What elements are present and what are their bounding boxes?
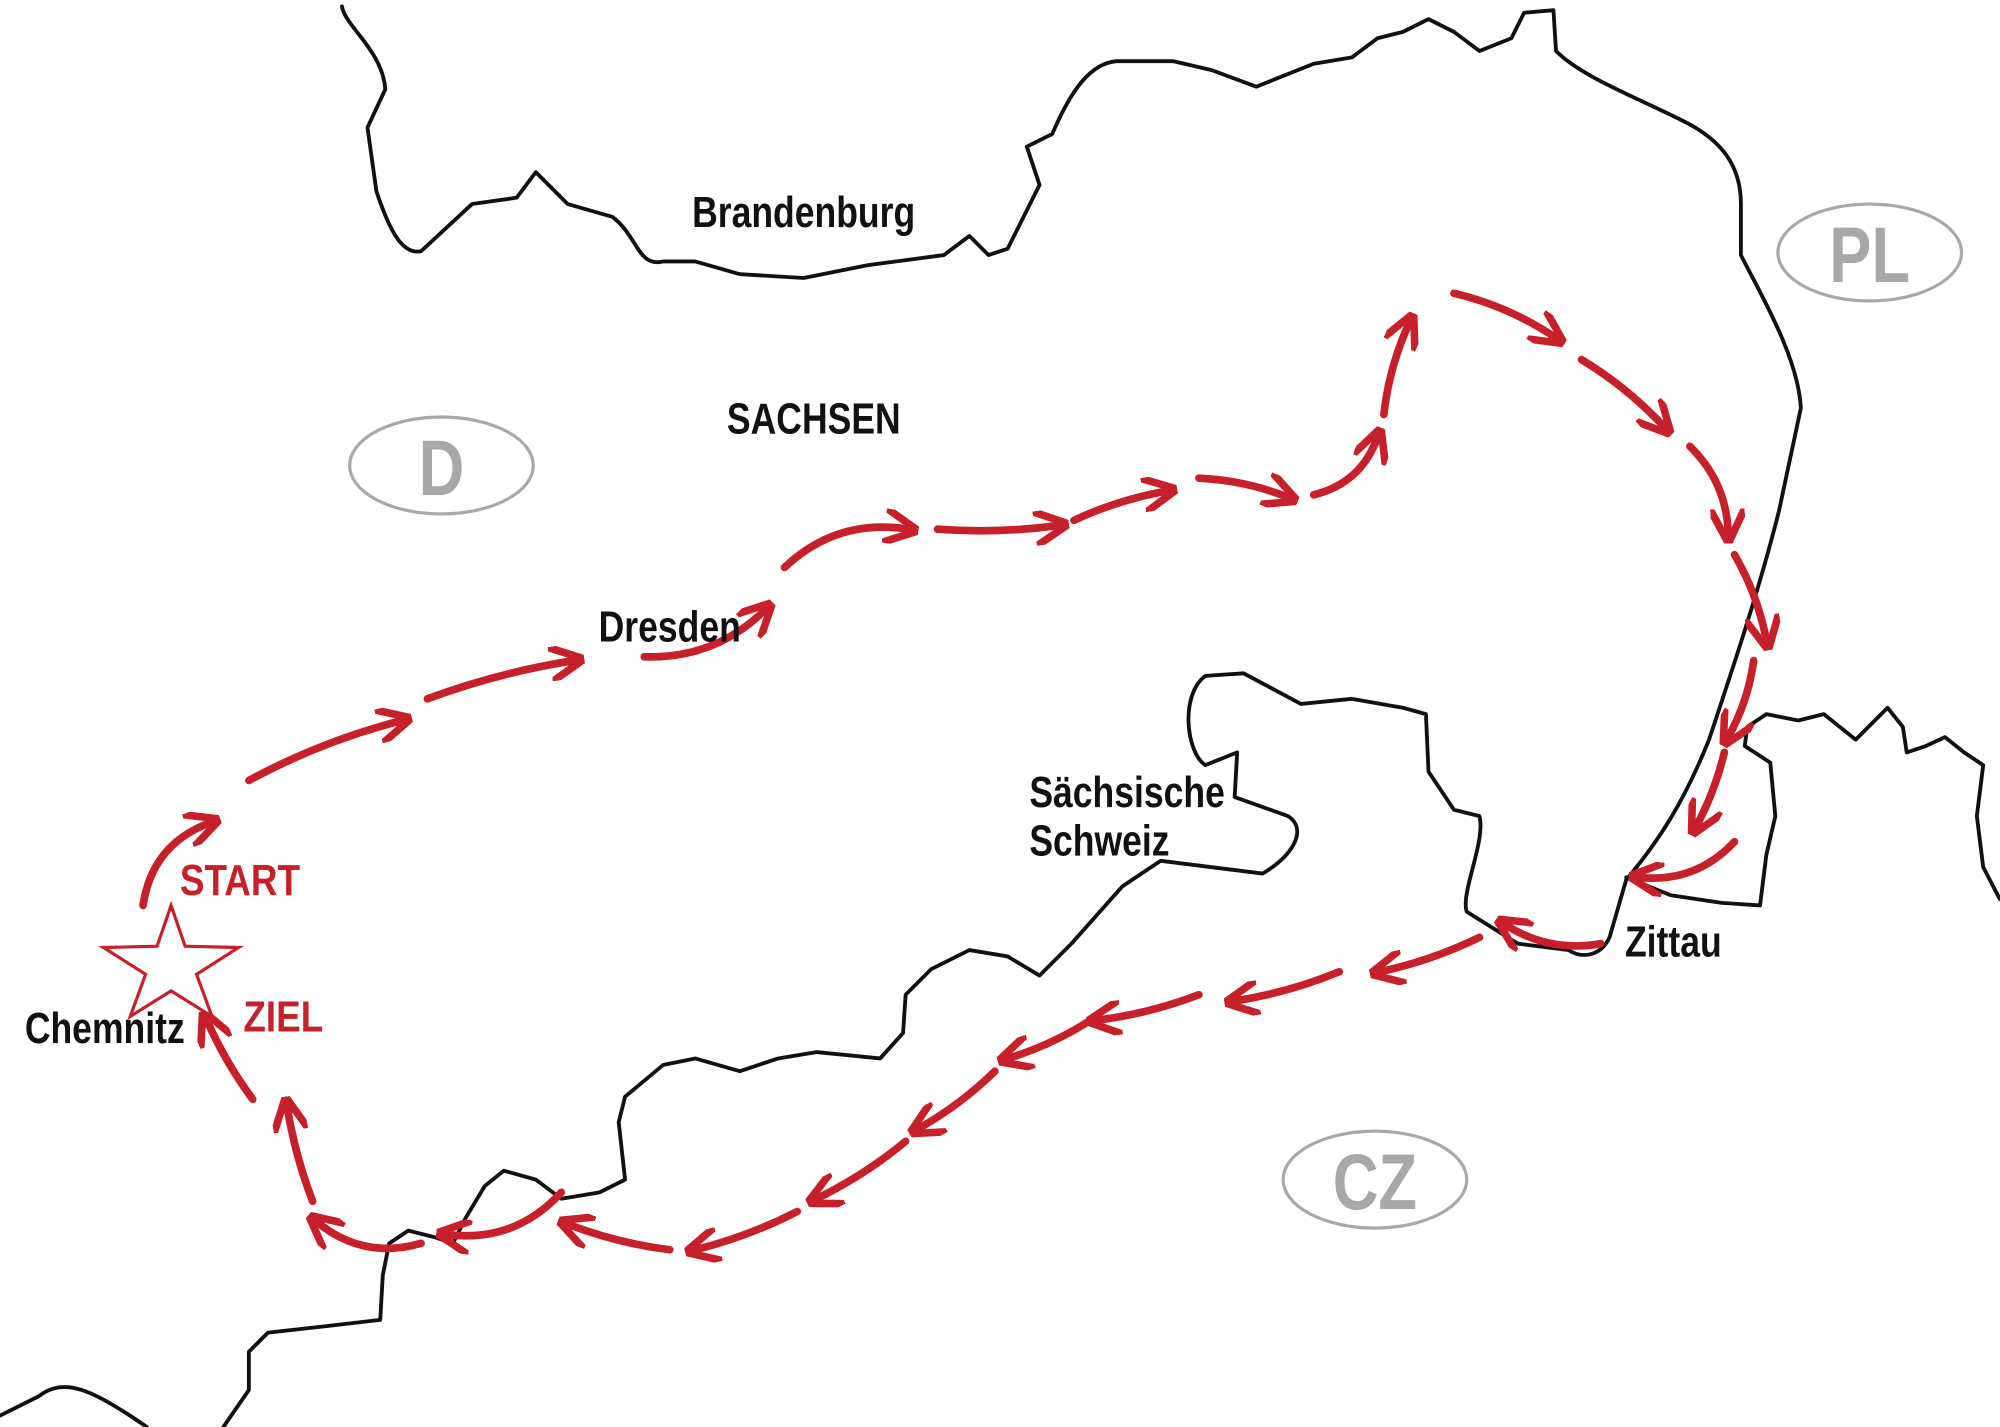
route-arrow-24 xyxy=(816,1137,910,1198)
label-start: START xyxy=(180,856,300,904)
route-arrow-17 xyxy=(1639,837,1739,878)
route-arrow-21 xyxy=(1097,990,1203,1021)
route-arrow-4 xyxy=(640,610,765,661)
route-arrows xyxy=(139,289,1767,1254)
label-chemnitz: Chemnitz xyxy=(25,1005,185,1053)
label-zittau: Zittau xyxy=(1625,918,1722,966)
route-arrow-16 xyxy=(1696,748,1729,826)
label-sachsen: SACHSEN xyxy=(727,395,901,443)
route-arrow-14 xyxy=(1730,550,1767,640)
route-arrow-7 xyxy=(1070,491,1167,525)
route-arrow-30 xyxy=(207,1020,257,1104)
route-arrow-10 xyxy=(1380,323,1410,419)
label-brandenburg: Brandenburg xyxy=(692,189,915,237)
svg-text:PL: PL xyxy=(1829,211,1910,299)
route-arrow-26 xyxy=(568,1224,674,1254)
route-arrow-20 xyxy=(1235,967,1344,1001)
label-saechsische-schweiz-1: Sächsische xyxy=(1029,769,1225,817)
route-arrow-29 xyxy=(287,1107,317,1206)
route-arrow-9 xyxy=(1309,437,1378,499)
route-arrow-27 xyxy=(447,1188,566,1235)
border-left-bottom xyxy=(0,1385,149,1427)
label-ziel: ZIEL xyxy=(243,993,323,1041)
route-arrow-22 xyxy=(1008,1016,1095,1058)
country-badge-cz: CZ xyxy=(1281,1129,1469,1230)
route-arrow-13 xyxy=(1686,442,1728,533)
label-saechsische-schweiz-2: Schweiz xyxy=(1029,817,1169,865)
route-arrow-6 xyxy=(933,525,1059,530)
route-arrow-28 xyxy=(316,1222,425,1253)
label-dresden: Dresden xyxy=(599,603,741,651)
route-arrow-25 xyxy=(695,1207,802,1249)
border-pl-cz xyxy=(1624,705,2000,908)
route-arrow-5 xyxy=(780,527,908,572)
route-arrow-15 xyxy=(1728,656,1758,738)
route-arrow-2 xyxy=(245,721,402,785)
star-icon xyxy=(98,900,244,1021)
border-sachsen xyxy=(221,4,1803,1427)
country-badge-d: D xyxy=(348,415,535,516)
svg-text:CZ: CZ xyxy=(1333,1138,1417,1226)
route-arrow-8 xyxy=(1195,478,1288,497)
route-arrow-18 xyxy=(1505,925,1605,946)
route-arrow-19 xyxy=(1380,933,1484,971)
country-badge-pl: PL xyxy=(1776,202,1964,303)
route-arrow-23 xyxy=(918,1067,999,1128)
svg-text:D: D xyxy=(419,424,465,512)
route-arrow-3 xyxy=(423,661,574,703)
route-arrow-11 xyxy=(1450,289,1556,338)
route-arrow-1 xyxy=(139,823,211,910)
route-arrow-12 xyxy=(1577,355,1665,428)
